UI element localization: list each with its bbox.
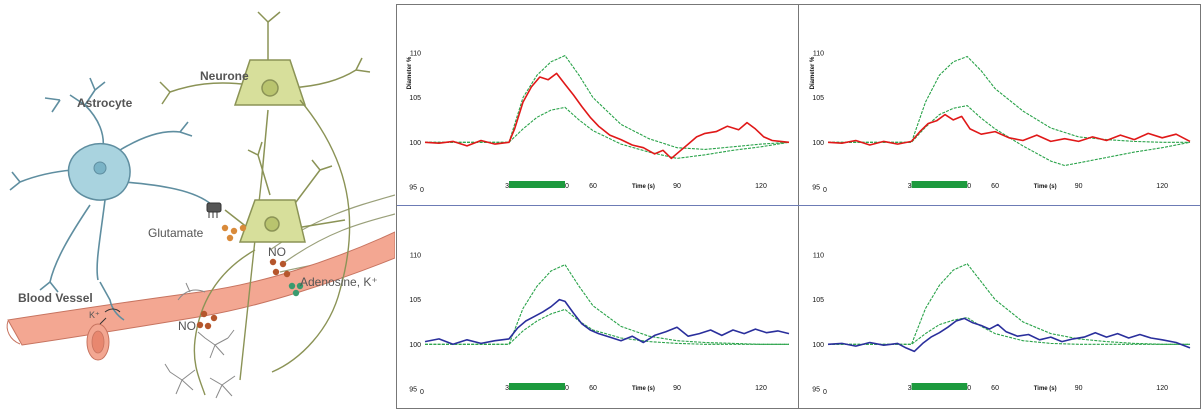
- horizontal-divider: [397, 205, 1200, 206]
- blood-vessel-label: Blood Vessel: [18, 291, 93, 305]
- x-axis-label: Time (s): [632, 386, 655, 392]
- y-tick-label: 100: [409, 140, 421, 147]
- x-tick-label: 120: [755, 385, 767, 392]
- chart-top-right: Diameter %95100105110030506090120Time (s…: [810, 50, 1191, 194]
- x-tick-label: 90: [1075, 183, 1083, 190]
- stimulus-bar: [911, 383, 968, 390]
- diameter-plots-grid: Diameter %95100105110030506090120Time (s…: [396, 4, 1201, 409]
- no-label-top: NO: [268, 245, 286, 259]
- chart-bottom-right: 95100105110030506090120Time (s): [812, 252, 1191, 396]
- synapse-receptor-icon: [206, 202, 222, 218]
- x-tick-label: 60: [991, 183, 999, 190]
- y-tick-label: 100: [812, 140, 824, 147]
- x-tick-label: 90: [673, 183, 681, 190]
- chart-bottom-left: 95100105110030506090120Time (s): [409, 252, 790, 396]
- plot-panel-top-left: Diameter %95100105110030506090120Time (s…: [397, 5, 799, 205]
- x-tick-label: 60: [991, 385, 999, 392]
- x-tick-label: 0: [823, 187, 827, 194]
- y-tick-label: 110: [410, 252, 421, 259]
- model-upper-line: [425, 264, 789, 345]
- glutamate-dots: [221, 224, 247, 242]
- k-plus-label: K⁺: [89, 310, 100, 320]
- y-tick-label: 105: [812, 297, 824, 304]
- x-tick-label: 0: [420, 187, 424, 194]
- neurone-processes: [193, 99, 351, 396]
- stimulus-bar: [509, 181, 565, 188]
- x-tick-label: 0: [420, 389, 424, 396]
- x-tick-label: 50: [963, 183, 971, 190]
- astrocyte-nucleus: [93, 161, 107, 175]
- no-dots-bottom: [196, 310, 218, 330]
- neurone-label: Neurone: [200, 69, 249, 83]
- y-tick-label: 100: [409, 342, 421, 349]
- y-axis-label: Diameter %: [810, 56, 816, 89]
- adenosine-label: Adenosine, K⁺: [300, 275, 378, 289]
- x-tick-label: 60: [589, 183, 597, 190]
- x-axis-label: Time (s): [1034, 184, 1057, 190]
- plot-panel-bottom-left: 95100105110030506090120Time (s): [397, 207, 799, 407]
- x-axis-label: Time (s): [1034, 386, 1057, 392]
- x-tick-label: 50: [561, 183, 569, 190]
- model-upper-line: [425, 54, 790, 150]
- model-upper-line: [828, 55, 1190, 143]
- stimulus-bar: [911, 181, 968, 188]
- glial-cells: [164, 329, 236, 399]
- model-lower-line: [828, 105, 1191, 167]
- x-tick-label: 0: [823, 389, 827, 396]
- measured-diameter-line: [424, 72, 790, 160]
- no-label-bottom: NO: [178, 319, 196, 333]
- chart-top-left: Diameter %95100105110030506090120Time (s…: [407, 50, 790, 194]
- neurovascular-diagram: Neurone Astrocyte Glutamate NO Adenosine…: [6, 11, 395, 399]
- x-tick-label: 90: [673, 385, 681, 392]
- y-tick-label: 95: [812, 387, 820, 394]
- astrocyte-label: Astrocyte: [77, 96, 133, 110]
- measured-diameter-line: [827, 113, 1191, 146]
- y-tick-label: 110: [813, 252, 824, 259]
- x-tick-label: 120: [1156, 385, 1168, 392]
- stimulus-bar: [509, 383, 565, 390]
- measured-diameter-line: [424, 298, 790, 346]
- y-tick-label: 100: [812, 342, 824, 349]
- y-tick-label: 110: [410, 50, 421, 57]
- plot-panel-bottom-right: 95100105110030506090120Time (s): [800, 207, 1202, 407]
- model-lower-line: [828, 316, 1190, 345]
- y-tick-label: 95: [409, 387, 417, 394]
- x-tick-label: 50: [561, 385, 569, 392]
- no-dots-top: [269, 258, 291, 278]
- k-release-icon: [99, 308, 121, 325]
- blood-vessel: [6, 231, 395, 361]
- y-tick-label: 95: [409, 185, 417, 192]
- y-tick-label: 95: [812, 185, 820, 192]
- y-tick-label: 105: [409, 95, 421, 102]
- adenosine-dots: [288, 282, 304, 297]
- endfoot-process: [177, 282, 206, 301]
- y-tick-label: 110: [813, 50, 824, 57]
- model-lower-line: [425, 308, 789, 345]
- x-tick-label: 120: [755, 183, 767, 190]
- x-axis-label: Time (s): [632, 184, 655, 190]
- neurone-cell: [159, 11, 371, 176]
- x-tick-label: 120: [1156, 183, 1168, 190]
- y-axis-label: Diameter %: [407, 56, 413, 89]
- x-tick-label: 90: [1075, 385, 1083, 392]
- model-lower-line: [425, 106, 790, 159]
- glutamate-label: Glutamate: [148, 226, 204, 240]
- y-tick-label: 105: [409, 297, 421, 304]
- y-tick-label: 105: [812, 95, 824, 102]
- measured-diameter-line: [827, 317, 1191, 353]
- plot-panel-top-right: Diameter %95100105110030506090120Time (s…: [800, 5, 1202, 205]
- x-tick-label: 60: [589, 385, 597, 392]
- astrocyte-cell: [9, 77, 213, 321]
- vertical-divider: [798, 5, 799, 408]
- x-tick-label: 50: [963, 385, 971, 392]
- model-upper-line: [828, 263, 1190, 345]
